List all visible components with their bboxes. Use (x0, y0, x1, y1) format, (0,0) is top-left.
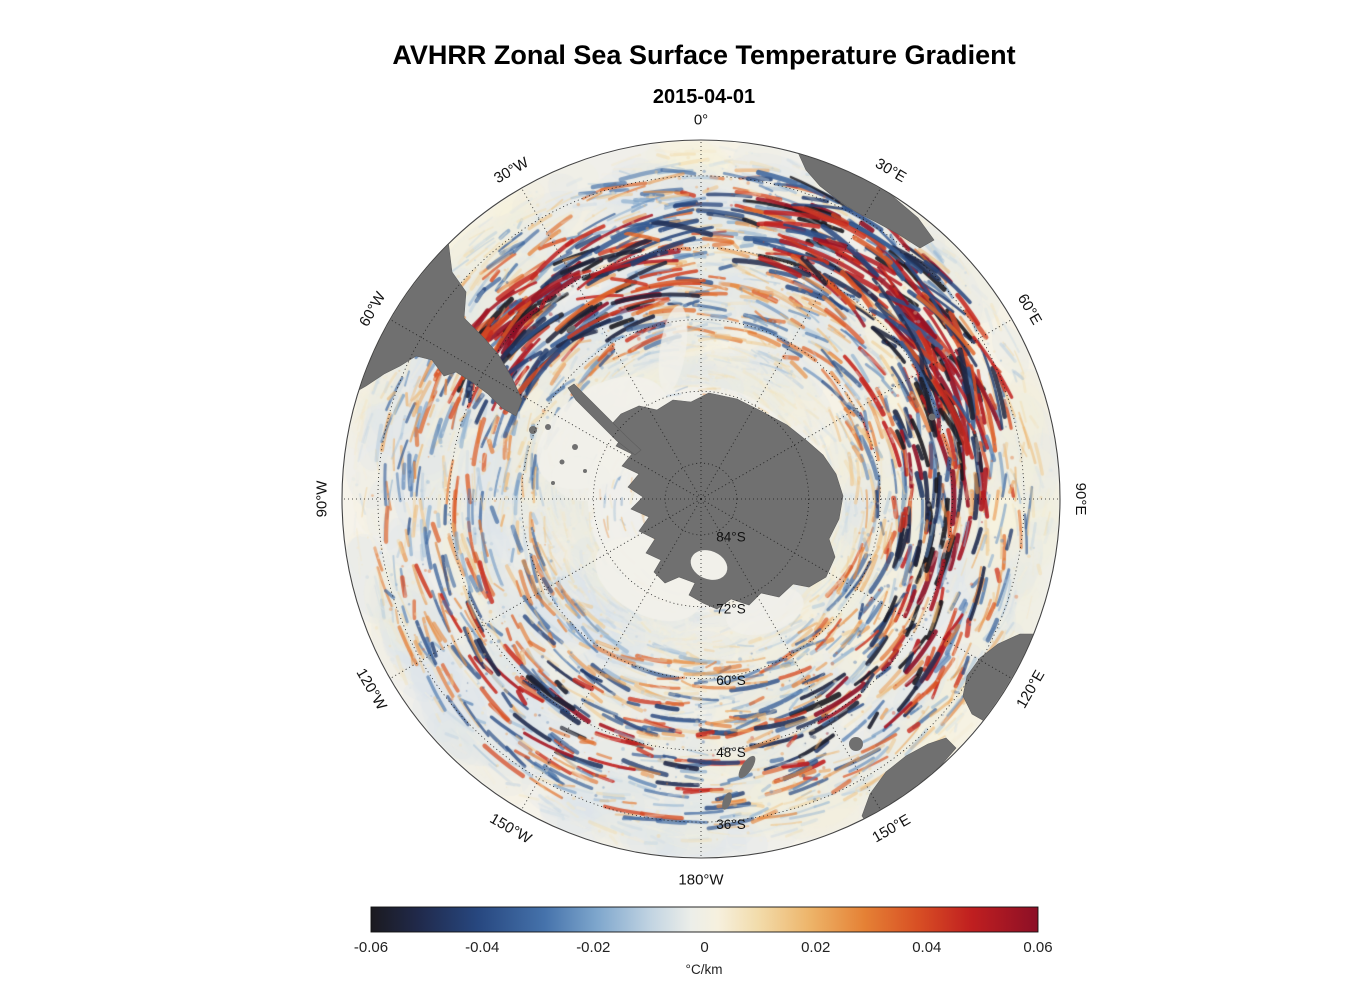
land-new-zealand-south (738, 755, 756, 779)
meridian-label: 150°E (869, 811, 913, 846)
meridian-label: 90°E (1072, 483, 1089, 516)
colorbar-tick-label: -0.04 (465, 939, 499, 956)
graticule-parallel (521, 319, 881, 679)
island-falklands (545, 424, 551, 430)
colorbar-tick-label: 0.06 (1023, 939, 1052, 956)
colorbar-tick-label: -0.02 (576, 939, 610, 956)
graticule-parallel (664, 462, 738, 536)
parallel-label: 48°S (716, 745, 745, 760)
land-tasmania (849, 737, 863, 751)
figure-subtitle: 2015-04-01 (653, 86, 755, 108)
colorbar-tick-label: 0.04 (912, 939, 941, 956)
colorbar-tick-label: -0.06 (354, 939, 388, 956)
parallel-label: 72°S (716, 601, 745, 616)
meridian-label: 90°W (313, 480, 330, 518)
island-south-georgia (566, 325, 576, 333)
island (551, 481, 555, 485)
map-outline (341, 139, 1061, 859)
meridian-label: 60°E (1014, 291, 1045, 328)
figure-title: AVHRR Zonal Sea Surface Temperature Grad… (392, 40, 1015, 70)
island-kerguelen (928, 413, 936, 421)
meridian-label: 0° (694, 111, 708, 128)
island (572, 444, 578, 450)
colorbar-tick-label: 0 (700, 939, 708, 956)
meridian-label: 180°W (678, 871, 724, 888)
land-africa (795, 147, 935, 249)
graticule-meridian (389, 498, 702, 679)
ross-ice-shelf (690, 550, 728, 580)
graticule-layer (341, 139, 1061, 859)
island (583, 469, 587, 473)
parallel-label: 60°S (716, 673, 745, 688)
meridian-label: 120°E (1013, 667, 1048, 711)
meridian-label: 30°W (491, 154, 532, 188)
land-layer (342, 147, 1041, 831)
colorbar: -0.06 -0.04 -0.02 0 0.02 0.04 0.06 °C/km (354, 906, 1053, 977)
graticule-parallel (377, 175, 1025, 823)
colorbar-gradient (370, 906, 1039, 933)
parallel-label: 84°S (716, 530, 745, 545)
land-south-america (342, 239, 523, 417)
land-antarctica (609, 392, 844, 610)
island (559, 459, 565, 465)
graticule-parallel (592, 390, 810, 608)
island-falklands (529, 426, 537, 434)
meridian-label: 30°E (872, 155, 909, 186)
land-new-zealand-north (722, 792, 732, 810)
meridian-label: 120°W (353, 666, 391, 714)
land-antarctic-peninsula (567, 383, 642, 456)
meridian-label: 60°W (356, 288, 390, 329)
land-australia-southeast (861, 737, 957, 831)
parallel-label: 36°S (716, 817, 745, 832)
meridian-label: 150°W (487, 810, 535, 848)
colorbar-unit-label: °C/km (686, 962, 723, 977)
colorbar-tick-label: 0.02 (801, 939, 830, 956)
